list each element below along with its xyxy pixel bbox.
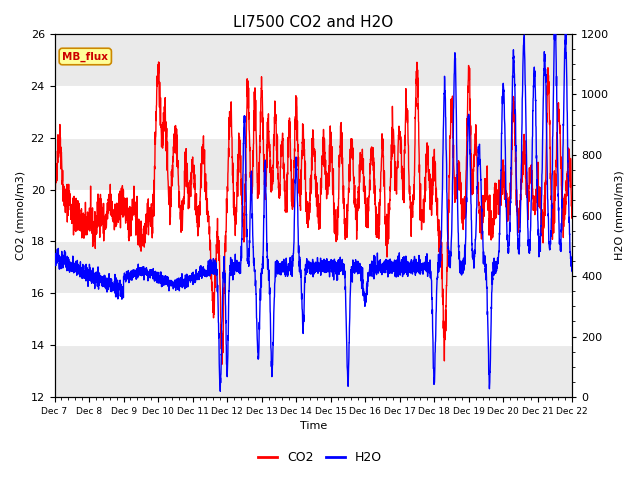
Bar <box>54 34 572 86</box>
Bar <box>54 241 572 293</box>
Title: LI7500 CO2 and H2O: LI7500 CO2 and H2O <box>234 15 394 30</box>
Bar <box>54 138 572 190</box>
Bar <box>54 345 572 397</box>
X-axis label: Time: Time <box>300 421 327 432</box>
Y-axis label: H2O (mmol/m3): H2O (mmol/m3) <box>615 171 625 261</box>
Text: MB_flux: MB_flux <box>62 51 108 61</box>
Y-axis label: CO2 (mmol/m3): CO2 (mmol/m3) <box>15 171 25 260</box>
Legend: CO2, H2O: CO2, H2O <box>253 446 387 469</box>
